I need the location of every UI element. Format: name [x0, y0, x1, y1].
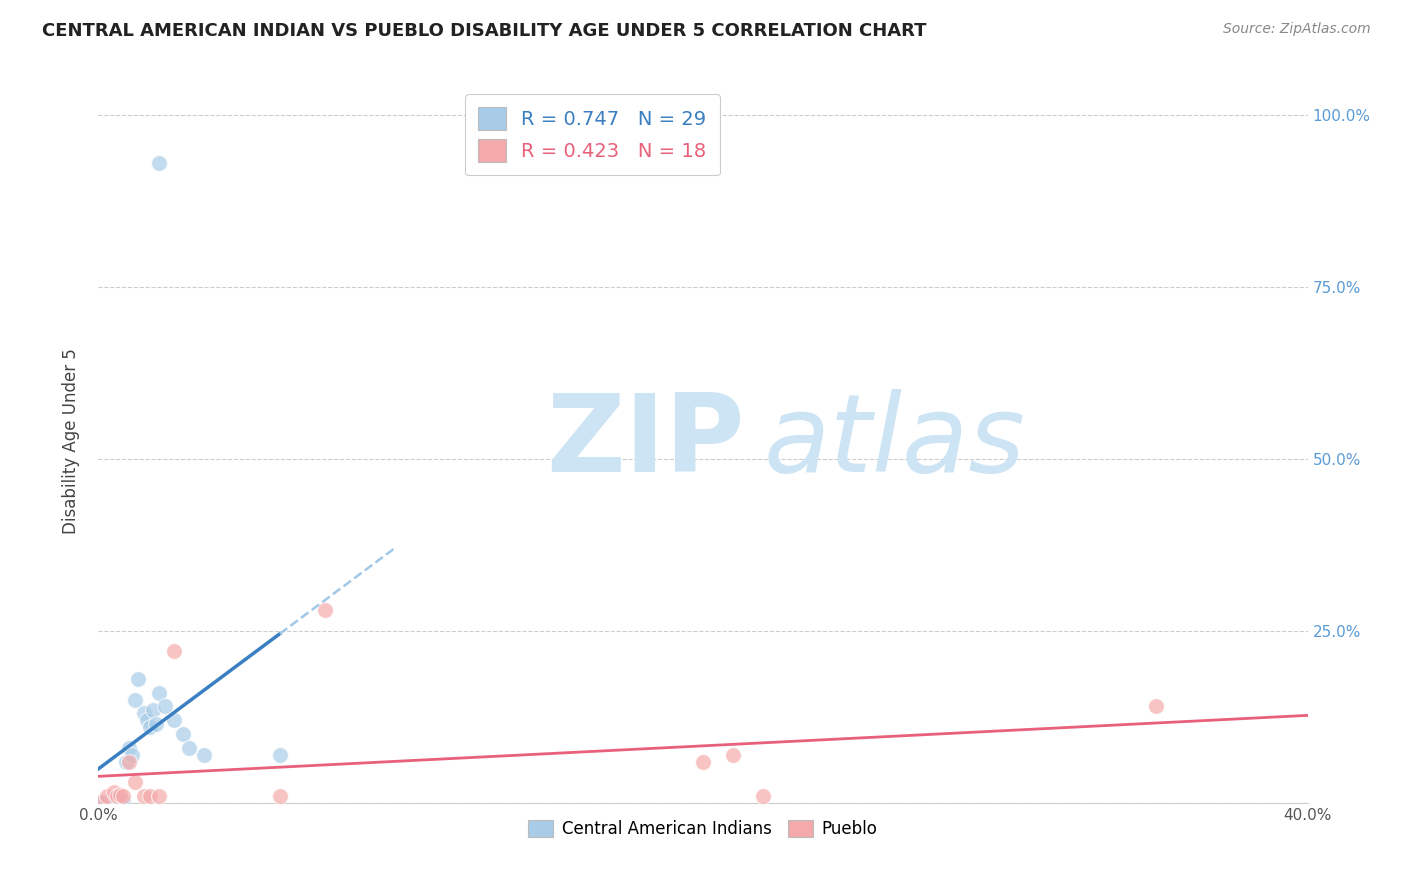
Point	[103, 785, 125, 799]
Point	[105, 794, 128, 808]
Point	[752, 789, 775, 803]
Point	[148, 789, 170, 803]
Point	[114, 755, 136, 769]
Point	[105, 794, 128, 808]
Point	[105, 789, 128, 803]
Point	[139, 789, 162, 803]
Point	[153, 699, 176, 714]
Legend: Central American Indians, Pueblo: Central American Indians, Pueblo	[522, 814, 884, 845]
Point	[163, 644, 186, 658]
Point	[148, 156, 170, 170]
Point	[139, 720, 162, 734]
Point	[148, 686, 170, 700]
Point	[314, 603, 336, 617]
Point	[193, 747, 215, 762]
Point	[692, 755, 714, 769]
Point	[108, 795, 131, 809]
Point	[1144, 699, 1167, 714]
Point	[90, 795, 112, 809]
Text: ZIP: ZIP	[546, 389, 744, 494]
Point	[96, 794, 118, 808]
Point	[127, 672, 149, 686]
Point	[111, 794, 134, 808]
Point	[103, 795, 125, 809]
Point	[145, 716, 167, 731]
Point	[142, 703, 165, 717]
Point	[118, 740, 141, 755]
Point	[124, 775, 146, 789]
Point	[163, 713, 186, 727]
Point	[118, 755, 141, 769]
Point	[179, 740, 201, 755]
Point	[269, 789, 291, 803]
Point	[135, 713, 157, 727]
Text: Source: ZipAtlas.com: Source: ZipAtlas.com	[1223, 22, 1371, 37]
Text: CENTRAL AMERICAN INDIAN VS PUEBLO DISABILITY AGE UNDER 5 CORRELATION CHART: CENTRAL AMERICAN INDIAN VS PUEBLO DISABI…	[42, 22, 927, 40]
Point	[172, 727, 194, 741]
Point	[93, 795, 115, 809]
Point	[723, 747, 745, 762]
Point	[103, 794, 125, 808]
Point	[100, 795, 122, 809]
Point	[108, 788, 131, 802]
Y-axis label: Disability Age Under 5: Disability Age Under 5	[62, 349, 80, 534]
Point	[132, 706, 155, 721]
Point	[90, 795, 112, 809]
Point	[132, 789, 155, 803]
Point	[96, 795, 118, 809]
Text: atlas: atlas	[763, 389, 1025, 494]
Point	[121, 747, 143, 762]
Point	[111, 789, 134, 803]
Point	[96, 789, 118, 803]
Point	[269, 747, 291, 762]
Point	[124, 692, 146, 706]
